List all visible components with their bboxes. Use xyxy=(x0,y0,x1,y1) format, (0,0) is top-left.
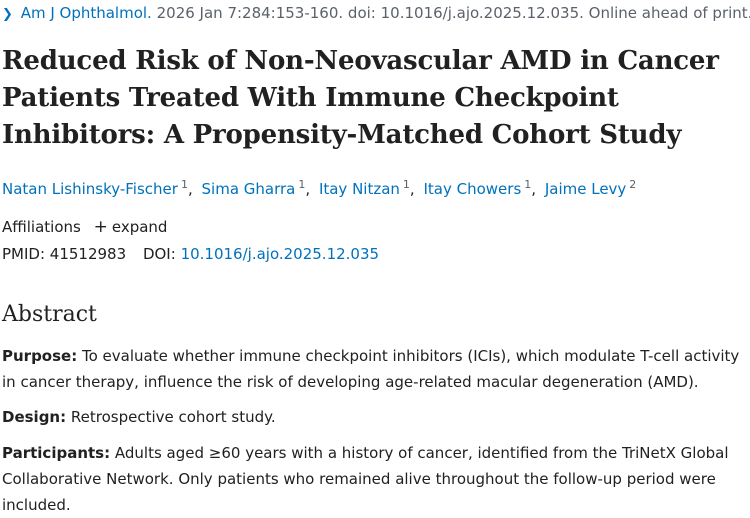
identifiers-row: PMID: 41512983 DOI: 10.1016/j.ajo.2025.1… xyxy=(2,245,379,263)
author-separator: , xyxy=(409,180,415,198)
author-separator: , xyxy=(531,180,537,198)
doi-link[interactable]: 10.1016/j.ajo.2025.12.035 xyxy=(180,245,380,263)
citation-line: ❯ Am J Ophthalmol. 2026 Jan 7:284:153-16… xyxy=(2,4,750,22)
author-list: Natan Lishinsky-Fischer 1, Sima Gharra 1, … xyxy=(2,178,636,198)
chevron-right-icon[interactable]: ❯ xyxy=(2,7,13,22)
author-separator: , xyxy=(305,180,311,198)
author-link[interactable]: Itay Chowers xyxy=(423,180,522,198)
abstract-design: Design: Retrospective cohort study. xyxy=(2,404,742,430)
author-affiliation-number[interactable]: 1 xyxy=(402,178,410,191)
design-label: Design: xyxy=(2,408,67,426)
purpose-text: To evaluate whether immune checkpoint in… xyxy=(2,347,740,391)
affiliations-label: Affiliations xyxy=(2,218,81,236)
author-affiliation-number[interactable]: 1 xyxy=(180,178,188,191)
article-page: ❯ Am J Ophthalmol. 2026 Jan 7:284:153-16… xyxy=(2,4,750,514)
author-affiliation-number[interactable]: 2 xyxy=(629,178,637,191)
author-link[interactable]: Itay Nitzan xyxy=(318,180,400,198)
plus-icon: + xyxy=(93,217,108,237)
abstract-heading: Abstract xyxy=(2,302,97,327)
participants-text: Adults aged ≥60 years with a history of … xyxy=(2,444,729,514)
author-affiliation-number[interactable]: 1 xyxy=(298,178,306,191)
article-title: Reduced Risk of Non-Neovascular AMD in C… xyxy=(2,46,719,150)
purpose-label: Purpose: xyxy=(2,347,78,365)
doi-label: DOI: xyxy=(142,245,176,263)
expand-label: expand xyxy=(111,218,168,236)
citation-details: 2026 Jan 7:284:153-160. doi: 10.1016/j.a… xyxy=(156,4,750,22)
pmid-value: 41512983 xyxy=(49,245,127,263)
author-link[interactable]: Sima Gharra xyxy=(201,180,296,198)
participants-label: Participants: xyxy=(2,444,111,462)
affiliations-expand-button[interactable]: + expand xyxy=(93,217,168,237)
author-separator: , xyxy=(187,180,193,198)
affiliations-row: Affiliations + expand xyxy=(2,217,167,237)
pmid-label: PMID: xyxy=(2,245,46,263)
author-link[interactable]: Jaime Levy xyxy=(544,180,627,198)
journal-link[interactable]: Am J Ophthalmol. xyxy=(20,4,152,22)
abstract-purpose: Purpose: To evaluate whether immune chec… xyxy=(2,343,742,395)
author-link[interactable]: Natan Lishinsky-Fischer xyxy=(2,180,178,198)
design-text: Retrospective cohort study. xyxy=(70,408,276,426)
abstract-participants: Participants: Adults aged ≥60 years with… xyxy=(2,440,742,518)
author-affiliation-number[interactable]: 1 xyxy=(524,178,532,191)
